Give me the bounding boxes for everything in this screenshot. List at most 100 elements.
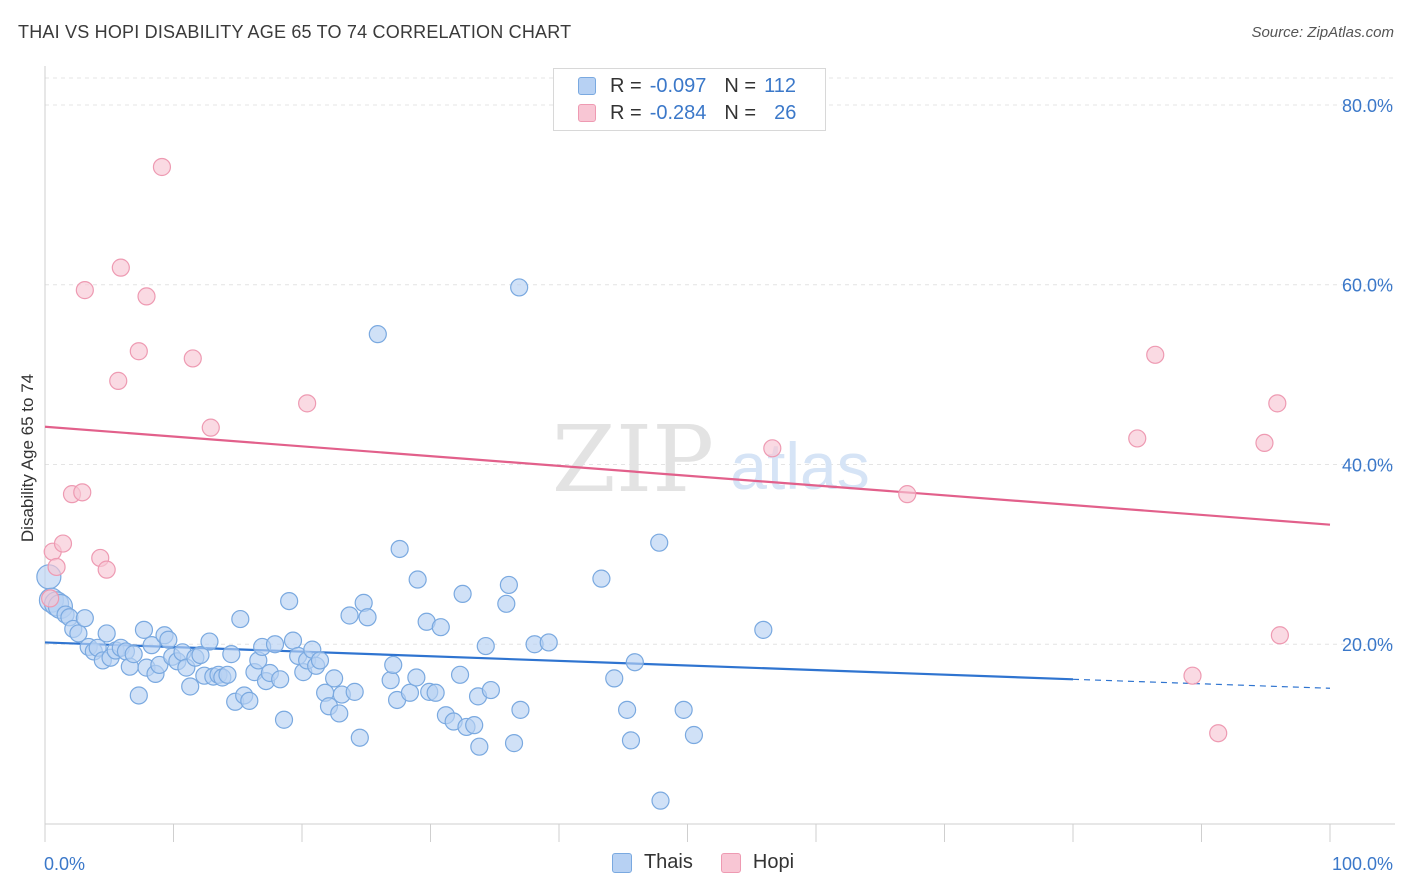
thais-point-87 bbox=[453, 584, 472, 604]
trend-lines bbox=[44, 425, 1331, 689]
watermark: ZIP atlas bbox=[552, 406, 870, 513]
thais-point-93 bbox=[481, 680, 500, 700]
y-axis-label: Disability Age 65 to 74 bbox=[18, 373, 37, 543]
hopi-point-22 bbox=[1209, 724, 1228, 743]
thais-point-72 bbox=[368, 325, 387, 344]
thais-point-109 bbox=[684, 725, 704, 745]
chart-title: THAI VS HOPI DISABILITY AGE 65 TO 74 COR… bbox=[18, 22, 572, 42]
hopi-point-19 bbox=[1128, 429, 1147, 448]
thais-point-69 bbox=[350, 728, 369, 747]
thais-point-103 bbox=[618, 700, 637, 719]
thais-r-label: R = bbox=[610, 74, 642, 97]
y-tick-label-20: 20.0% bbox=[1342, 635, 1393, 655]
thais-point-27 bbox=[159, 630, 178, 649]
thais-point-19 bbox=[124, 645, 143, 664]
hopi-point-12 bbox=[137, 287, 156, 306]
thais-n-label: N = bbox=[724, 74, 757, 97]
hopi-point-10 bbox=[111, 258, 130, 277]
hopi-n-value: 26 bbox=[774, 101, 797, 124]
thais-point-8 bbox=[75, 609, 94, 628]
hopi-point-8 bbox=[97, 560, 116, 579]
trend-line-thais bbox=[44, 641, 1074, 681]
hopi-point-18 bbox=[898, 485, 917, 504]
hopi-point-15 bbox=[201, 418, 220, 437]
legend-hopi-swatch bbox=[720, 852, 741, 873]
thais-point-54 bbox=[280, 591, 299, 611]
thais-n-value: 112 bbox=[764, 74, 796, 97]
watermark-atlas: atlas bbox=[730, 429, 869, 503]
hopi-point-0 bbox=[41, 589, 60, 608]
thais-point-67 bbox=[340, 606, 359, 625]
hopi-point-13 bbox=[152, 157, 172, 177]
legend-thais-label: Thais bbox=[643, 851, 693, 873]
thais-point-32 bbox=[181, 677, 200, 696]
thais-point-78 bbox=[407, 668, 426, 687]
thais-point-89 bbox=[465, 716, 484, 735]
hopi-point-11 bbox=[129, 342, 148, 361]
hopi-n-label: N = bbox=[724, 101, 757, 124]
thais-point-36 bbox=[200, 632, 219, 651]
thais-point-92 bbox=[476, 636, 495, 656]
gridlines bbox=[45, 77, 1395, 645]
thais-point-76 bbox=[390, 539, 409, 559]
thais-point-106 bbox=[650, 533, 669, 552]
thais-point-55 bbox=[283, 631, 303, 650]
thais-point-40 bbox=[218, 665, 237, 684]
thais-point-71 bbox=[358, 608, 377, 627]
hopi-point-5 bbox=[73, 483, 92, 502]
thais-point-61 bbox=[310, 651, 330, 670]
thais-point-20 bbox=[129, 686, 148, 705]
thais-point-82 bbox=[426, 683, 445, 702]
thais-point-102 bbox=[605, 669, 624, 688]
thais-point-99 bbox=[539, 633, 558, 652]
hopi-r-value: -0.284 bbox=[649, 101, 707, 124]
trend-line-hopi bbox=[44, 425, 1331, 526]
thais-point-108 bbox=[754, 620, 773, 639]
thais-point-83 bbox=[431, 618, 450, 637]
thais-point-34 bbox=[191, 645, 210, 665]
thais-point-105 bbox=[625, 653, 644, 672]
stats-legend: R = -0.097 N = 112 R = -0.284 N = 26 bbox=[553, 68, 826, 131]
thais-point-7 bbox=[69, 624, 88, 643]
thais-point-77 bbox=[400, 683, 420, 702]
thais-point-68 bbox=[345, 682, 364, 701]
x-tick-label-0: 0.0% bbox=[44, 854, 85, 874]
thais-point-95 bbox=[499, 575, 518, 595]
tick-labels: 20.0% 40.0% 60.0% 80.0% 0.0% 100.0% bbox=[44, 96, 1393, 874]
thais-point-51 bbox=[265, 635, 285, 654]
legend-item-hopi[interactable]: Hopi bbox=[720, 851, 794, 874]
hopi-r-label: R = bbox=[610, 101, 642, 124]
x-tick-label-100: 100.0% bbox=[1332, 854, 1393, 874]
thais-point-100 bbox=[510, 278, 529, 297]
y-tick-label-60: 60.0% bbox=[1342, 276, 1393, 296]
thais-point-25 bbox=[150, 655, 169, 675]
legend-thais-swatch bbox=[611, 852, 632, 873]
thais-point-21 bbox=[134, 620, 154, 639]
thais-point-97 bbox=[511, 700, 530, 719]
thais-point-43 bbox=[231, 609, 250, 629]
hopi-point-24 bbox=[1268, 394, 1287, 413]
hopi-point-23 bbox=[1255, 433, 1274, 453]
thais-point-79 bbox=[408, 570, 427, 589]
thais-point-101 bbox=[592, 569, 611, 588]
thais-point-41 bbox=[222, 645, 241, 664]
thais-point-73 bbox=[381, 671, 400, 690]
hopi-point-3 bbox=[53, 534, 73, 553]
hopi-point-25 bbox=[1270, 626, 1289, 645]
hopi-point-6 bbox=[75, 281, 94, 300]
hopi-swatch bbox=[578, 104, 596, 122]
series-thais bbox=[36, 278, 773, 810]
thais-point-53 bbox=[274, 710, 294, 729]
thais-point-74 bbox=[384, 655, 403, 675]
hopi-point-2 bbox=[47, 557, 66, 577]
hopi-point-9 bbox=[109, 371, 128, 390]
thais-point-52 bbox=[271, 670, 290, 689]
legend-item-thais[interactable]: Thais bbox=[611, 851, 693, 874]
y-tick-label-80: 80.0% bbox=[1342, 96, 1393, 116]
thais-point-96 bbox=[504, 734, 524, 753]
thais-point-86 bbox=[450, 665, 470, 684]
thais-point-64 bbox=[325, 669, 344, 688]
thais-point-45 bbox=[240, 691, 259, 710]
thais-point-107 bbox=[674, 700, 693, 719]
hopi-point-21 bbox=[1183, 666, 1202, 685]
